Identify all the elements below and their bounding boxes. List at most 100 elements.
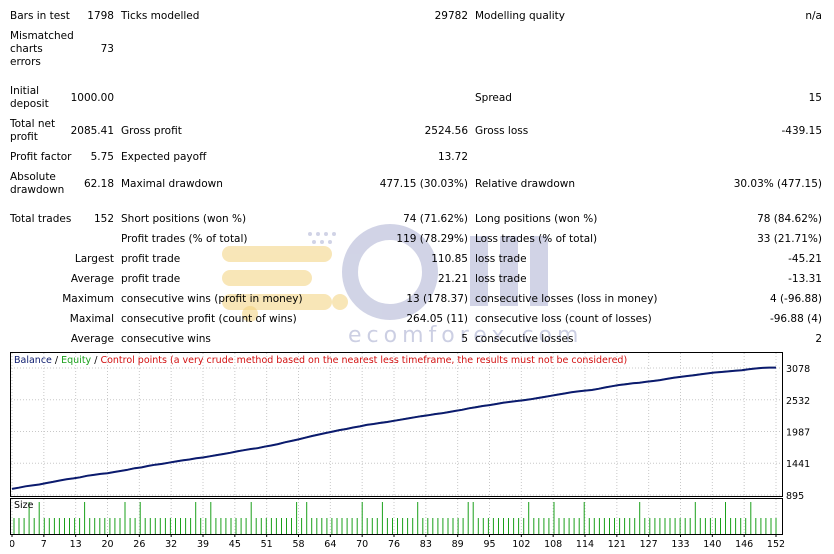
x-tick-label: 26 [133,539,145,550]
gross-loss-value: -439.15 [781,125,822,137]
bars-in-test-label: Bars in test [10,10,70,22]
y-tick-label: 2532 [786,396,810,407]
mismatched-label-3: errors [10,56,41,68]
total-trades-value: 152 [93,213,114,225]
largest-prefix: Largest [74,253,114,265]
total-net-profit-label-1: Total net [10,118,56,130]
largest-profit-value: 110.85 [431,253,468,265]
x-tick-label: 70 [356,539,368,550]
maximal-loss-value: -96.88 (4) [769,313,822,325]
x-tick-label: 64 [324,539,336,550]
x-tick-label: 45 [229,539,241,550]
mismatched-value: 73 [100,43,114,55]
x-tick-label: 121 [608,539,626,550]
chart-canvas: 3078 2532 1987 1441 895 0 7 13 20 26 32 39 45 51 58 64 7… [10,352,810,550]
maximal-prefix: Maximal [69,313,114,325]
largest-loss-value: -45.21 [788,253,822,265]
short-positions-value: 74 (71.62%) [403,213,468,225]
x-tick-label: 0 [10,539,15,550]
series-line-balance [11,366,776,490]
balance-chart: 3078 2532 1987 1441 895 0 7 13 20 26 32 39 45 51 58 64 7… [10,352,832,550]
maximal-drawdown-label: Maximal drawdown [121,178,223,190]
watermark-text: ecomforex.com [348,323,583,348]
average-consec-prefix: Average [70,333,114,345]
x-tick-label: 7 [41,539,47,550]
profit-factor-value: 5.75 [90,151,114,163]
x-tick-label: 152 [767,539,785,550]
average-loss-label: loss trade [475,273,527,285]
total-net-profit-label-2: profit [10,131,38,143]
expected-payoff-value: 13.72 [437,151,468,163]
x-tick-label: 83 [420,539,432,550]
long-positions-label: Long positions (won %) [475,213,598,225]
x-tick-label: 13 [70,539,82,550]
expected-payoff-label: Expected payoff [121,151,207,163]
average-prefix: Average [70,273,114,285]
y-tick-label: 895 [786,491,804,502]
maximum-profit-label: consecutive wins (profit in money) [121,293,303,305]
average-loss-value: -13.31 [788,273,822,285]
absolute-drawdown-label-2: drawdown [10,184,65,196]
profit-trades-label: Profit trades (% of total) [121,233,248,245]
largest-profit-label: profit trade [121,253,181,265]
average-consec-profit-label: consecutive wins [121,333,211,345]
x-tick-label: 146 [735,539,753,550]
x-tick-label: 58 [292,539,304,550]
relative-drawdown-label: Relative drawdown [475,178,576,190]
profit-factor-label: Profit factor [10,151,72,163]
ticks-modelled-value: 29782 [434,10,468,22]
maximum-loss-value: 4 (-96.88) [769,293,822,305]
initial-deposit-label-2: deposit [10,98,49,110]
x-tick-label: 108 [544,539,562,550]
x-tick-label: 127 [640,539,658,550]
maximum-loss-label: consecutive losses (loss in money) [475,293,658,305]
maximum-prefix: Maximum [62,293,114,305]
absolute-drawdown-label-1: Absolute [10,171,56,183]
short-positions-label: Short positions (won %) [121,213,247,225]
x-tick-label: 20 [101,539,113,550]
x-tick-label: 39 [197,539,209,550]
absolute-drawdown-value: 62.18 [83,178,114,190]
legend-control-points: Control points (a very crude method base… [100,355,628,366]
size-panel-frame [10,498,783,535]
modelling-quality-value: n/a [805,10,822,22]
x-tick-label: 114 [576,539,594,550]
bars-in-test-value: 1798 [87,10,114,22]
x-tick-label: 95 [483,539,495,550]
loss-trades-label: Loss trades (% of total) [475,233,598,245]
mismatched-label-1: Mismatched [10,30,74,42]
y-tick-label: 1987 [786,427,810,438]
initial-deposit-value: 1000.00 [70,92,114,104]
x-tick-label: 140 [703,539,721,550]
ticks-modelled-label: Ticks modelled [121,10,200,22]
largest-loss-label: loss trade [475,253,527,265]
profit-trades-value: 119 (78.29%) [396,233,468,245]
average-consec-loss-label: consecutive losses [475,333,574,345]
gross-loss-label: Gross loss [475,125,529,137]
maximal-loss-label: consecutive loss (count of losses) [475,313,652,325]
x-tick-label: 51 [261,539,273,550]
x-tick-label: 32 [165,539,177,550]
y-tick-label: 1441 [786,459,810,470]
total-net-profit-value: 2085.41 [70,125,114,137]
size-panel-label: Size [14,500,34,511]
plot-frame [10,352,783,497]
average-profit-value: 21.21 [437,273,468,285]
x-tick-label: 102 [512,539,530,550]
average-consec-loss-value: 2 [815,333,822,345]
x-tick-label: 89 [452,539,464,550]
legend-separator-2: / [91,355,101,366]
maximal-profit-label: consecutive profit (count of wins) [121,313,297,325]
relative-drawdown-value: 30.03% (477.15) [733,178,822,190]
loss-trades-value: 33 (21.71%) [757,233,822,245]
mismatched-label-2: charts [10,43,43,55]
x-tick-label: 76 [388,539,400,550]
legend-separator-1: / [51,355,62,366]
initial-deposit-label-1: Initial [10,85,40,97]
maximal-profit-value: 264.05 (11) [406,313,468,325]
long-positions-value: 78 (84.62%) [757,213,822,225]
total-trades-label: Total trades [10,213,72,225]
modelling-quality-label: Modelling quality [475,10,565,22]
legend-equity: Equity [61,355,92,366]
